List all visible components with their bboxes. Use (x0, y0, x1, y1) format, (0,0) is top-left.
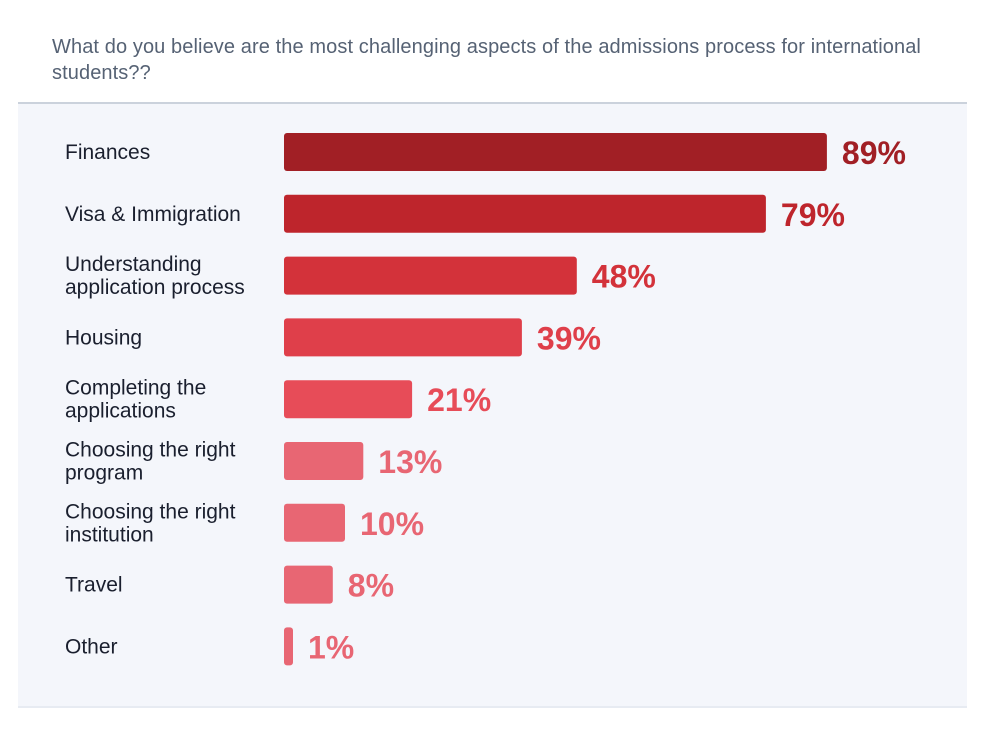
value-label-6: 10% (360, 506, 424, 542)
bar-2 (284, 256, 577, 295)
value-label-3: 39% (537, 320, 601, 356)
bar-5 (284, 442, 364, 480)
category-label-1: Visa & Immigration (65, 203, 241, 226)
category-label-6: Choosing the right institution (65, 500, 236, 546)
category-label-5: Choosing the right program (65, 439, 236, 485)
value-label-2: 48% (592, 259, 656, 295)
bar-4 (284, 380, 413, 419)
bar-3 (284, 318, 522, 357)
bar-0 (284, 133, 827, 171)
value-label-1: 79% (781, 197, 845, 233)
bar-6 (284, 503, 345, 542)
bar-7 (284, 565, 333, 604)
category-label-0: Finances (65, 141, 150, 164)
bar-1 (284, 194, 766, 233)
value-label-4: 21% (427, 382, 491, 418)
chart-title: What do you believe are the most challen… (52, 36, 921, 84)
value-label-8: 1% (308, 629, 354, 665)
category-label-2: Understanding application process (65, 253, 245, 299)
category-label-8: Other (65, 635, 118, 658)
category-label-4: Completing the applications (65, 377, 206, 423)
category-label-3: Housing (65, 326, 142, 349)
value-label-0: 89% (842, 135, 906, 171)
header-divider (18, 102, 967, 104)
bar-8 (284, 627, 293, 666)
value-label-7: 8% (348, 568, 394, 604)
category-label-7: Travel (65, 574, 123, 597)
footer-divider (18, 706, 967, 708)
value-label-5: 13% (378, 444, 442, 480)
